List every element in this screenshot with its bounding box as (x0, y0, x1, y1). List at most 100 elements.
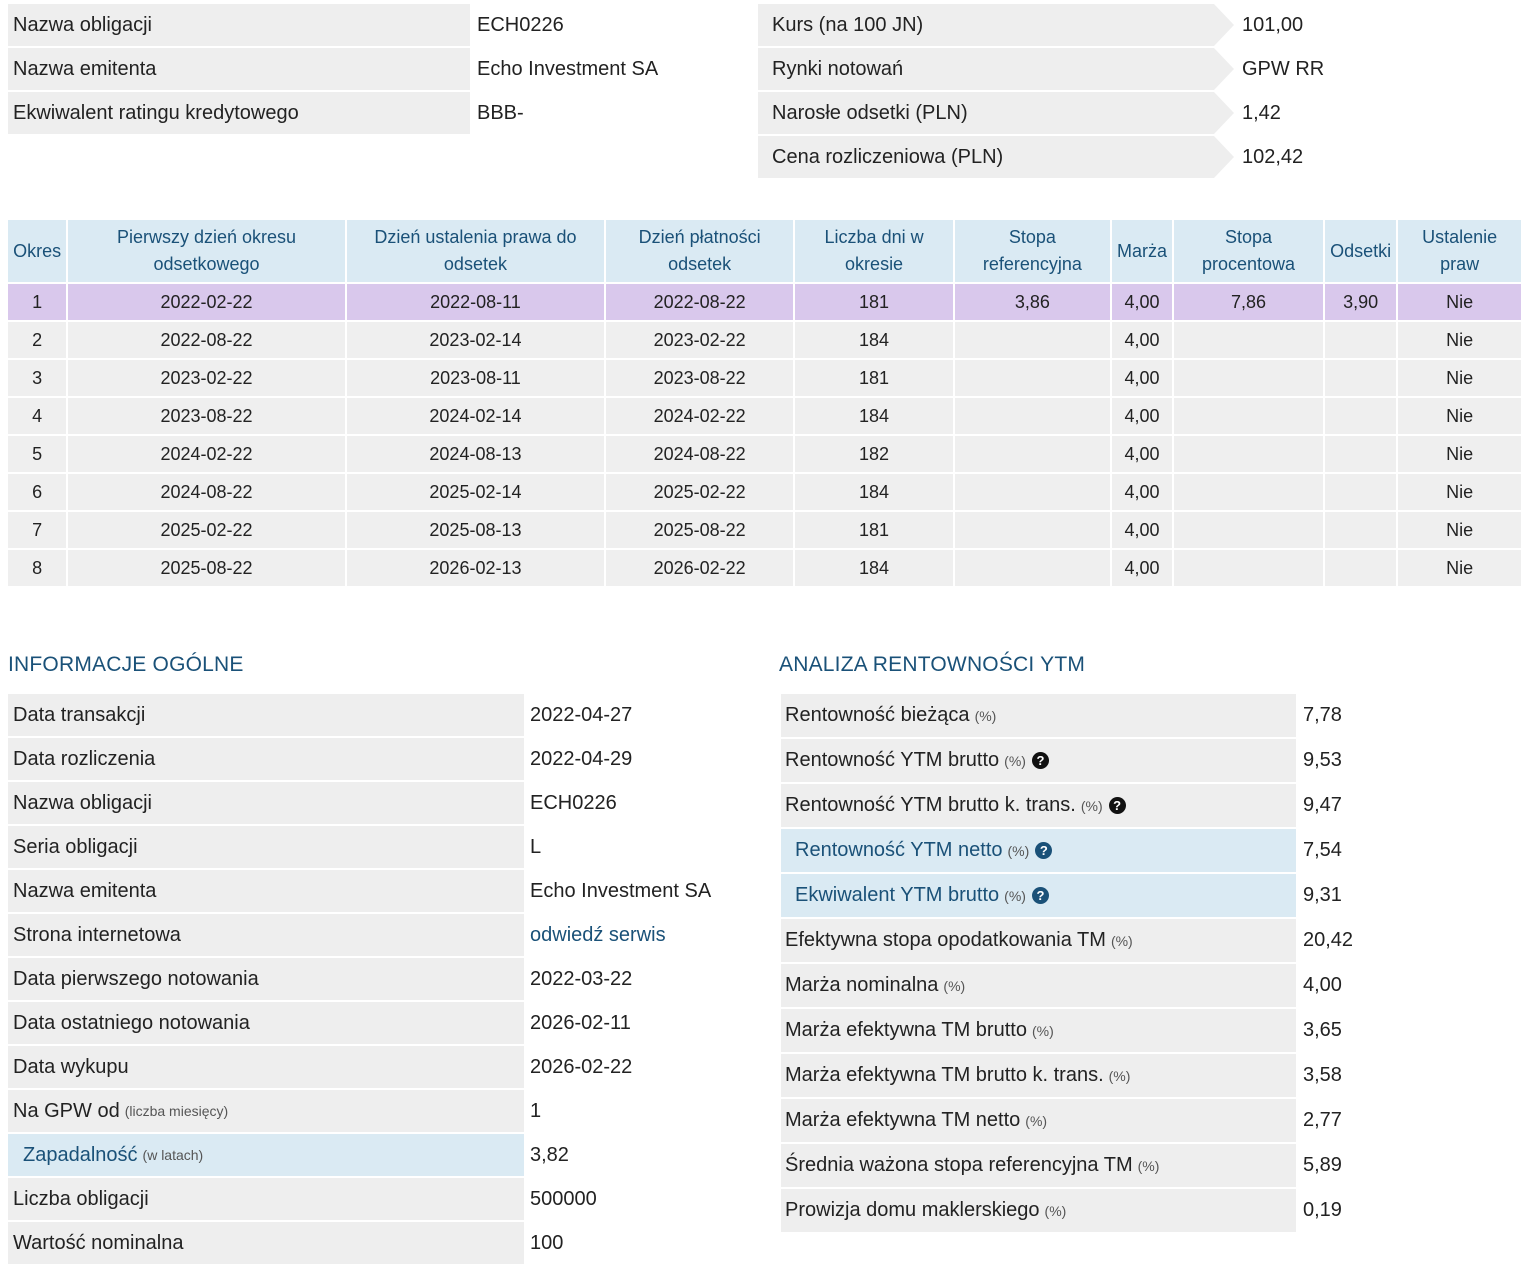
ytm-unit: (%) (1004, 888, 1026, 904)
table-cell: 181 (795, 360, 953, 396)
summary-label: Ekwiwalent ratingu kredytowego (8, 92, 470, 134)
ytm-value: 2,77 (1296, 1099, 1342, 1142)
info-value: 2022-03-22 (524, 958, 632, 1000)
ytm-label: Marża efektywna TM brutto (%) (781, 1009, 1296, 1052)
ytm-label-text: Rentowność YTM netto (795, 839, 1003, 862)
ytm-row-effective-tax-rate: Efektywna stopa opodatkowania TM (%) 20,4… (781, 919, 1521, 962)
ytm-unit: (%) (975, 708, 997, 724)
column-header-period-start[interactable]: Pierwszy dzień okresu odsetkowego (68, 220, 344, 282)
summary-value: ECH0226 (470, 4, 564, 46)
ytm-unit: (%) (943, 978, 965, 994)
column-header-rights-set[interactable]: Ustalenie praw (1398, 220, 1521, 282)
column-header-days[interactable]: Liczba dni w okresie (795, 220, 953, 282)
ytm-label: Marża nominalna (%) (781, 964, 1296, 1007)
table-cell: 184 (795, 474, 953, 510)
ytm-row-effective-margin-net: Marża efektywna TM netto (%) 2,77 (781, 1099, 1521, 1142)
table-cell (1174, 512, 1323, 548)
table-cell: 184 (795, 398, 953, 434)
column-header-interest[interactable]: Odsetki (1325, 220, 1396, 282)
table-row: 8 2025-08-22 2026-02-13 2026-02-22 184 4… (8, 550, 1521, 586)
ytm-row-ytm-net[interactable]: Rentowność YTM netto (%)? 7,54 (781, 829, 1521, 872)
ytm-value: 3,58 (1296, 1054, 1342, 1097)
table-cell (1174, 436, 1323, 472)
ytm-label-text: Efektywna stopa opodatkowania TM (785, 929, 1106, 952)
ytm-label[interactable]: Rentowność YTM netto (%)? (781, 829, 1296, 872)
table-cell: 2024-02-14 (347, 398, 604, 434)
table-cell: Nie (1398, 398, 1521, 434)
table-cell: 2022-08-11 (347, 284, 604, 320)
help-icon[interactable]: ? (1032, 887, 1049, 904)
info-label[interactable]: Zapadalność (w latach) (8, 1134, 524, 1176)
ytm-analysis-title: ANALIZA RENTOWNOŚCI YTM (779, 653, 1085, 677)
ytm-label-text: Marża efektywna TM netto (785, 1109, 1020, 1132)
summary-row-bond-name: Nazwa obligacji ECH0226 (8, 4, 748, 46)
table-cell: 2023-08-22 (68, 398, 344, 434)
table-cell: 2025-02-14 (347, 474, 604, 510)
column-header-interest-rate[interactable]: Stopa procentowa (1174, 220, 1323, 282)
ytm-label: Prowizja domu maklerskiego (%) (781, 1189, 1296, 1232)
info-label-text: Liczba obligacji (13, 1188, 149, 1211)
info-row-on-gpw-since: Na GPW od (liczba miesięcy) 1 (8, 1090, 748, 1132)
bond-summary-right: Kurs (na 100 JN) 101,00 Rynki notowań GP… (758, 4, 1518, 180)
column-header-payment-date[interactable]: Dzień płatności odsetek (606, 220, 793, 282)
table-cell (955, 360, 1110, 396)
table-cell: 2025-08-13 (347, 512, 604, 548)
ytm-label: Efektywna stopa opodatkowania TM (%) (781, 919, 1296, 962)
table-cell: Nie (1398, 474, 1521, 510)
table-cell: 2025-02-22 (68, 512, 344, 548)
ytm-label[interactable]: Ekwiwalent YTM brutto (%)? (781, 874, 1296, 917)
summary-row-rating: Ekwiwalent ratingu kredytowego BBB- (8, 92, 748, 134)
table-cell (1325, 436, 1396, 472)
table-cell: 182 (795, 436, 953, 472)
info-row-bond-count: Liczba obligacji 500000 (8, 1178, 748, 1220)
table-cell (1325, 398, 1396, 434)
ytm-value: 9,53 (1296, 739, 1342, 782)
table-cell: 181 (795, 512, 953, 548)
help-icon[interactable]: ? (1035, 842, 1052, 859)
table-cell (1174, 322, 1323, 358)
general-info-list: Data transakcji 2022-04-27 Data rozlicze… (8, 694, 748, 1266)
info-label-text: Data rozliczenia (13, 748, 155, 771)
table-cell: 4,00 (1112, 360, 1172, 396)
ytm-label: Rentowność bieżąca (%) (781, 694, 1296, 737)
ytm-row-effective-margin-gross: Marża efektywna TM brutto (%) 3,65 (781, 1009, 1521, 1052)
table-header-row: Okres Pierwszy dzień okresu odsetkowego … (8, 220, 1521, 282)
ytm-value: 20,42 (1296, 919, 1353, 962)
info-row-maturity[interactable]: Zapadalność (w latach) 3,82 (8, 1134, 748, 1176)
table-cell (1174, 360, 1323, 396)
ytm-label-text: Ekwiwalent YTM brutto (795, 884, 999, 907)
info-value: L (524, 826, 541, 868)
table-cell (1325, 512, 1396, 548)
info-unit: (w latach) (143, 1147, 204, 1163)
ytm-row-ytm-equivalent[interactable]: Ekwiwalent YTM brutto (%)? 9,31 (781, 874, 1521, 917)
table-cell (955, 398, 1110, 434)
table-cell: 2 (8, 322, 66, 358)
ytm-label: Rentowność YTM brutto (%)? (781, 739, 1296, 782)
column-header-margin[interactable]: Marża (1112, 220, 1172, 282)
info-label-text: Zapadalność (23, 1144, 138, 1167)
table-cell: 2023-02-22 (68, 360, 344, 396)
column-header-reference-rate[interactable]: Stopa referencyjna (955, 220, 1110, 282)
summary-label: Nazwa obligacji (8, 4, 470, 46)
table-cell: 2026-02-22 (606, 550, 793, 586)
ytm-unit: (%) (1109, 1068, 1131, 1084)
ytm-label-text: Rentowność bieżąca (785, 704, 970, 727)
table-cell (1174, 474, 1323, 510)
help-icon[interactable]: ? (1032, 752, 1049, 769)
table-cell: 4,00 (1112, 550, 1172, 586)
table-cell: 2023-02-14 (347, 322, 604, 358)
ytm-label-text: Rentowność YTM brutto k. trans. (785, 794, 1076, 817)
visit-website-link[interactable]: odwiedź serwis (524, 914, 666, 956)
ytm-label-text: Rentowność YTM brutto (785, 749, 999, 772)
column-header-record-date[interactable]: Dzień ustalenia prawa do odsetek (347, 220, 604, 282)
table-row: 4 2023-08-22 2024-02-14 2024-02-22 184 4… (8, 398, 1521, 434)
ytm-value: 7,54 (1296, 829, 1342, 872)
column-header-period[interactable]: Okres (8, 220, 66, 282)
info-row-redemption-date: Data wykupu 2026-02-22 (8, 1046, 748, 1088)
table-cell: 4,00 (1112, 436, 1172, 472)
help-icon[interactable]: ? (1109, 797, 1126, 814)
ytm-label: Marża efektywna TM netto (%) (781, 1099, 1296, 1142)
table-cell: 4 (8, 398, 66, 434)
table-cell: 2023-08-11 (347, 360, 604, 396)
info-value: Echo Investment SA (524, 870, 711, 912)
